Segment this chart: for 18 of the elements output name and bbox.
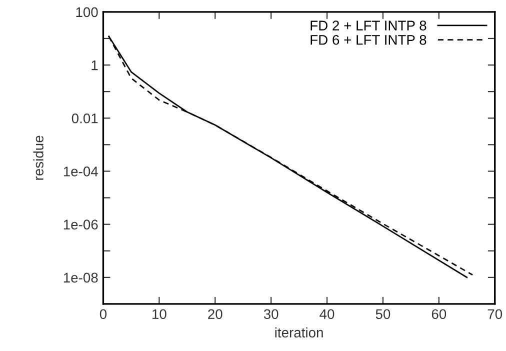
y-tick-label: 1e-08 bbox=[64, 272, 98, 283]
x-tick-label: 20 bbox=[208, 309, 222, 320]
x-axis-title: iteration bbox=[275, 327, 323, 338]
x-tick-label: 70 bbox=[488, 309, 502, 320]
y-axis-title: residue bbox=[33, 136, 44, 180]
legend-label: FD 6 + LFT INTP 8 bbox=[310, 34, 426, 45]
x-tick-label: 60 bbox=[432, 309, 446, 320]
x-tick-label: 10 bbox=[152, 309, 166, 320]
y-tick-label: 1e-04 bbox=[64, 166, 98, 176]
y-tick-label: 1e-06 bbox=[64, 220, 98, 230]
x-tick-label: 40 bbox=[320, 309, 334, 320]
x-tick-label: 0 bbox=[100, 309, 107, 320]
x-tick-label: 30 bbox=[264, 309, 278, 320]
y-tick-label: 1 bbox=[92, 60, 98, 70]
y-tick-label: 100 bbox=[76, 7, 98, 18]
x-tick-label: 50 bbox=[376, 309, 390, 320]
y-tick-label: 0.01 bbox=[72, 113, 98, 124]
legend-label: FD 2 + LFT INTP 8 bbox=[310, 20, 426, 30]
